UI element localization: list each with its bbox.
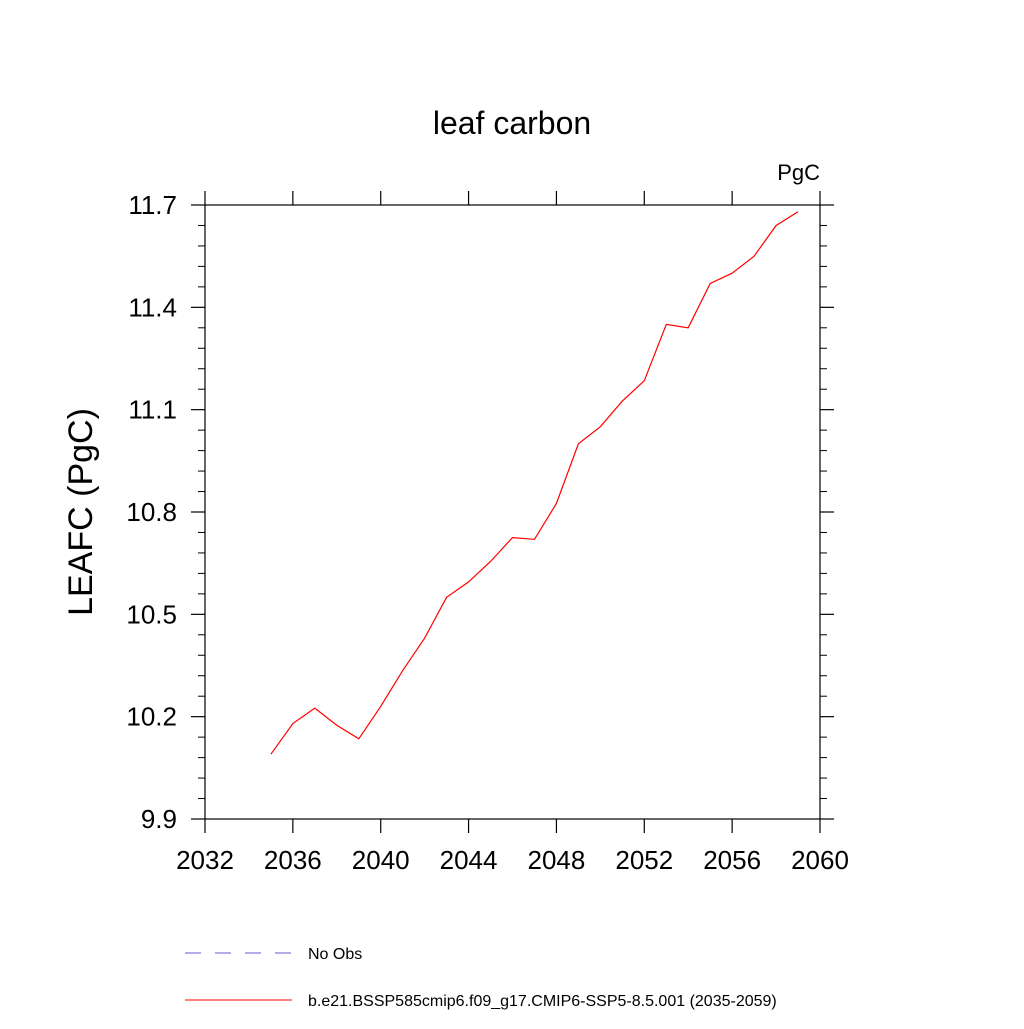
x-tick-label: 2036 (264, 845, 322, 875)
x-tick-label: 2032 (176, 845, 234, 875)
units-label: PgC (777, 160, 820, 185)
y-tick-label: 11.7 (128, 190, 177, 220)
plot-frame (204, 204, 821, 820)
y-tick-label: 11.1 (128, 395, 177, 425)
x-tick-label: 2040 (352, 845, 410, 875)
x-tick-label: 2056 (703, 845, 761, 875)
x-tick-label: 2044 (440, 845, 498, 875)
y-tick-label: 11.4 (128, 292, 177, 322)
legend: No Obs b.e21.BSSP585cmip6.f09_g17.CMIP6-S… (185, 946, 777, 1010)
x-tick-label: 2052 (615, 845, 673, 875)
y-tick-label: 9.9 (141, 804, 177, 834)
y-axis-label: LEAFC (PgC) (62, 408, 100, 616)
legend-label: b.e21.BSSP585cmip6.f09_g17.CMIP6-SSP5-8.… (308, 993, 777, 1010)
axis-tick-labels: 2032 2036 2040 2044 2048 2052 2056 2060 9.9 10.2 1… (126, 190, 849, 875)
chart-title: leaf carbon (433, 105, 591, 141)
legend-label: No Obs (308, 946, 362, 963)
y-tick-label: 10.2 (126, 702, 177, 732)
series-line (270, 211, 799, 755)
axis-ticks (191, 191, 834, 833)
x-tick-label: 2048 (528, 845, 586, 875)
y-tick-label: 10.8 (126, 497, 177, 527)
y-tick-label: 10.5 (126, 599, 177, 629)
series-group (270, 211, 799, 755)
x-tick-label: 2060 (791, 845, 849, 875)
